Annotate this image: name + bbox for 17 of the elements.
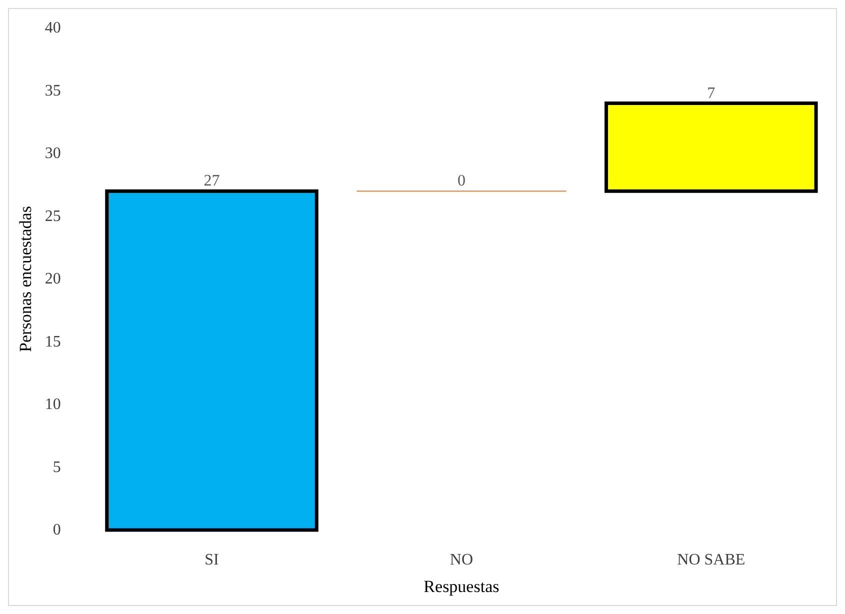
- y-tick-label: 30: [44, 145, 61, 162]
- x-axis-title: Respuestas: [424, 577, 500, 596]
- x-tick-label: NO SABE: [677, 552, 746, 568]
- y-tick-label: 35: [44, 82, 61, 100]
- y-tick-label: 20: [44, 270, 61, 288]
- y-tick-label: 0: [52, 522, 61, 538]
- data-label: 0: [457, 172, 466, 190]
- x-tick-label: SI: [204, 552, 219, 568]
- data-label: 7: [707, 84, 716, 102]
- data-label: 27: [204, 172, 220, 190]
- y-axis-title: Personas encuestadas: [16, 206, 35, 352]
- y-tick-label: 25: [44, 208, 61, 225]
- y-tick-label: 5: [52, 458, 61, 476]
- y-tick-label: 10: [44, 396, 61, 413]
- y-tick-label: 40: [44, 20, 61, 36]
- y-tick-label: 15: [44, 333, 61, 350]
- x-tick-label: NO: [450, 552, 474, 568]
